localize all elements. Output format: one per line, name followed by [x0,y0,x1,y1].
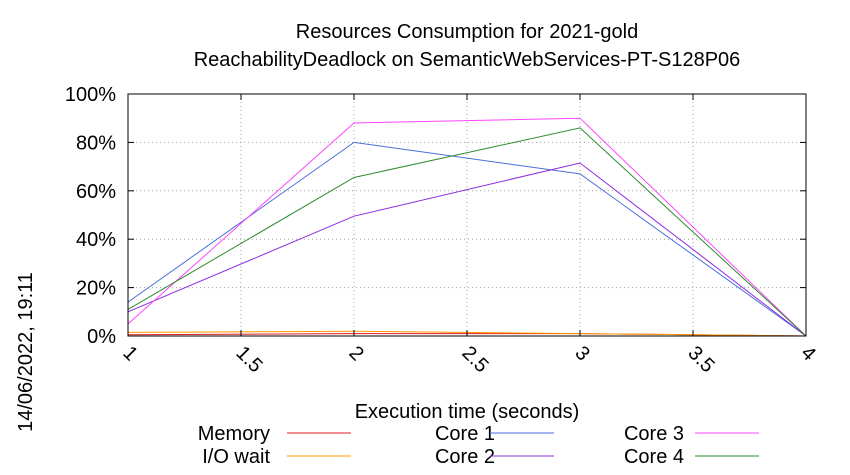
series-line-core-4 [127,127,807,337]
legend-label-i-o-wait: I/O wait [202,446,270,468]
y-tick-label: 40% [76,229,116,251]
x-tick-label: 2.5 [457,342,492,377]
legend-label-core-1: Core 1 [435,423,495,445]
y-tick-label: 20% [76,278,116,300]
y-tick-label: 60% [76,181,116,203]
x-axis-label: Execution time (seconds) [355,401,580,423]
chart-title-line1: Resources Consumption for 2021-gold [296,21,638,43]
y-tick-label: 80% [76,132,116,154]
y-tick-label: 0% [87,326,116,348]
x-tick-label: 3 [570,342,593,365]
series-line-core-1 [127,141,807,337]
chart-title-line2: ReachabilityDeadlock on SemanticWebServi… [194,49,741,71]
x-tick-label: 1 [118,342,141,365]
x-tick-label: 3.5 [683,342,718,377]
grid [128,94,806,336]
x-tick-label: 2 [344,342,367,365]
series-line-core-2 [127,162,807,337]
x-tick-label: 1.5 [231,342,266,377]
legend-label-core-2: Core 2 [435,446,495,468]
series-line-core-3 [127,117,807,337]
legend-label-core-3: Core 3 [624,423,684,445]
legend-label-core-4: Core 4 [624,446,684,468]
x-tick-label: 4 [796,342,819,365]
timestamp-label: 14/06/2022, 19:11 [15,272,37,432]
y-tick-label: 100% [65,84,116,106]
legend-label-memory: Memory [198,423,270,445]
